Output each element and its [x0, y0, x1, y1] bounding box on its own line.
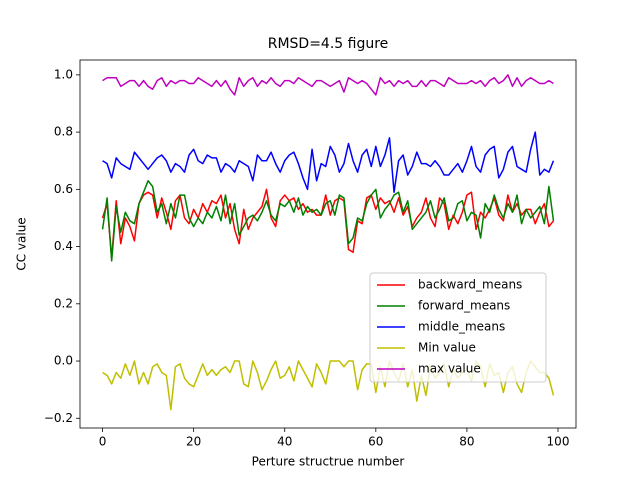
x-tick-label: 100 [547, 435, 570, 449]
x-tick-label: 60 [368, 435, 383, 449]
legend-label: forward_means [418, 299, 510, 313]
y-tick-label: 0.8 [54, 125, 73, 139]
plot-frame [79, 59, 577, 429]
y-axis-label: CC value [15, 217, 29, 270]
legend-box [369, 272, 547, 383]
y-tick-label: 1.0 [54, 67, 73, 81]
x-tick-label: 40 [277, 435, 292, 449]
x-tick-label: 80 [459, 435, 474, 449]
legend-label: Min value [418, 341, 476, 355]
y-tick-label: 0.0 [54, 354, 73, 368]
series-line [101, 180, 555, 262]
series-line [101, 188, 555, 259]
series-line [102, 131, 555, 193]
x-tick-label: 0 [99, 435, 107, 449]
y-tick-label: 0.4 [54, 239, 73, 253]
y-tick-label: 0.2 [54, 296, 73, 310]
legend-label: backward_means [418, 278, 522, 292]
y-tick-label: 0.6 [54, 182, 73, 196]
x-axis-label: Perture structrue number [252, 455, 405, 469]
series-line [102, 74, 554, 96]
legend-label: max value [418, 362, 481, 376]
chart-title: RMSD=4.5 figure [268, 36, 389, 52]
y-tick-label: −0.2 [44, 411, 73, 425]
legend-label: middle_means [418, 320, 505, 334]
x-tick-label: 20 [186, 435, 201, 449]
